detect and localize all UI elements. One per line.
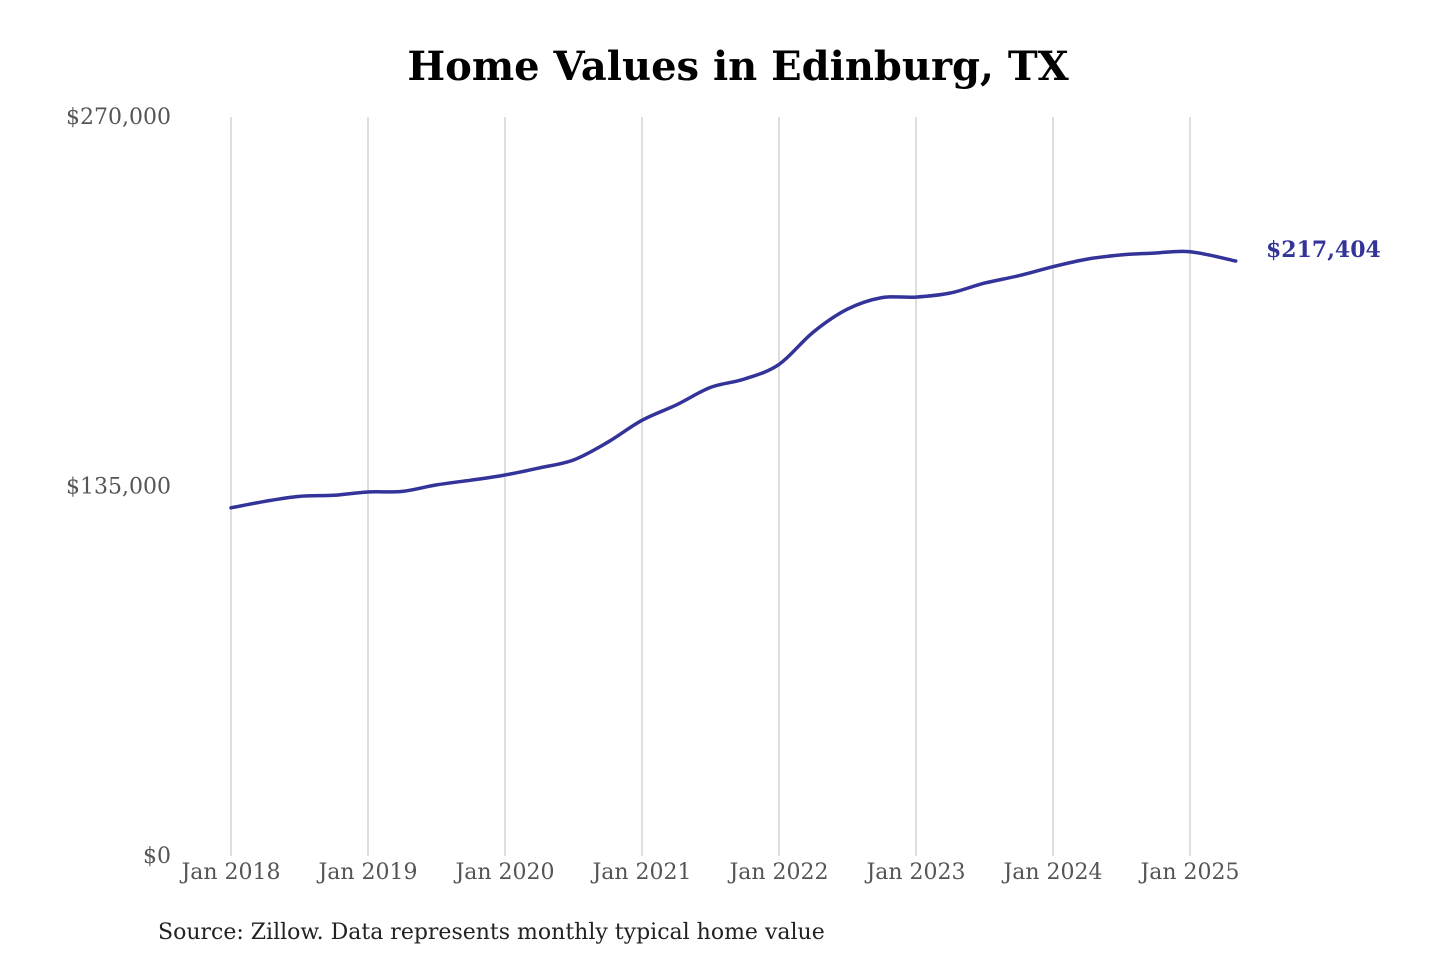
y-tick-label: $0 (143, 844, 171, 869)
y-tick-label: $135,000 (66, 475, 171, 500)
data-point (1234, 259, 1238, 263)
data-point (1017, 274, 1021, 278)
series-layer (229, 249, 1238, 510)
chart-title: Home Values in Edinburg, TX (407, 43, 1068, 90)
data-point (914, 295, 918, 299)
data-point (846, 307, 850, 311)
data-point (674, 403, 678, 407)
data-point (983, 281, 987, 285)
data-point (1051, 265, 1055, 269)
x-tick-label: Jan 2025 (1138, 860, 1239, 885)
data-point (435, 483, 439, 487)
data-point (298, 494, 302, 498)
data-point (1154, 251, 1158, 255)
y-tick-label: $270,000 (66, 105, 171, 130)
data-point (503, 473, 507, 477)
data-point (229, 506, 233, 510)
source-note: Source: Zillow. Data represents monthly … (158, 920, 825, 945)
x-tick-label: Jan 2022 (727, 860, 828, 885)
end-value-label: $217,404 (1266, 237, 1381, 263)
data-point (1120, 253, 1124, 257)
data-point (572, 458, 576, 462)
data-point (606, 440, 610, 444)
data-point (1085, 257, 1089, 261)
data-point (640, 418, 644, 422)
series-line-0 (229, 249, 1238, 510)
x-tick-label: Jan 2024 (1001, 860, 1102, 885)
data-point (263, 499, 267, 503)
data-point (709, 385, 713, 389)
data-point (880, 296, 884, 300)
data-point (332, 493, 336, 497)
y-axis-ticks: $0 $135,000 $270,000 (66, 105, 171, 869)
data-point (948, 291, 952, 295)
x-tick-label: Jan 2018 (179, 860, 280, 885)
data-point (469, 478, 473, 482)
x-tick-label: Jan 2021 (590, 860, 691, 885)
x-axis-ticks: Jan 2018 Jan 2019 Jan 2020 Jan 2021 Jan 2022… (179, 860, 1239, 885)
data-point (366, 490, 370, 494)
x-tick-label: Jan 2019 (316, 860, 417, 885)
data-point (811, 330, 815, 334)
data-point (777, 362, 781, 366)
data-point (743, 377, 747, 381)
x-tick-label: Jan 2023 (864, 860, 965, 885)
gridlines (230, 117, 1191, 856)
data-point (537, 466, 541, 470)
data-point (1188, 250, 1192, 254)
data-point (400, 489, 404, 493)
x-tick-label: Jan 2020 (453, 860, 554, 885)
